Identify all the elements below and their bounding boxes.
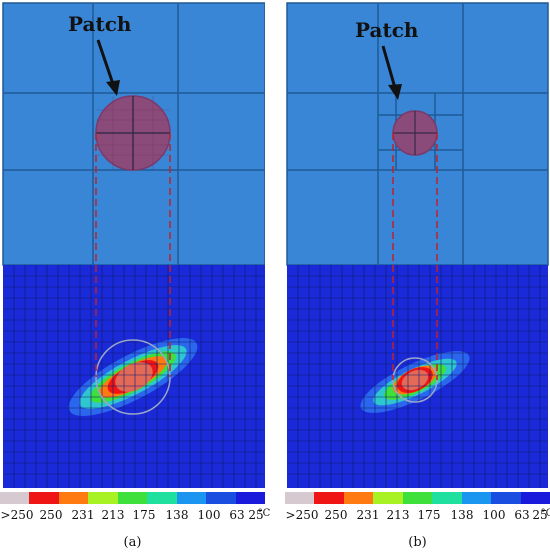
tick-label: 138 <box>165 508 189 522</box>
color-scale <box>0 492 265 504</box>
tick-label: 250 <box>39 508 63 522</box>
tick-label: 100 <box>197 508 221 522</box>
panel-a: Patch >250 250 231 213 175 138 100 63 25… <box>0 0 271 554</box>
tick-label: 138 <box>450 508 474 522</box>
panel-b-figure <box>286 2 549 488</box>
coarse-mesh-lines <box>287 3 548 265</box>
projection-lines <box>95 133 171 377</box>
tick-label: 175 <box>417 508 441 522</box>
tick-unit: °C <box>257 508 271 519</box>
patch-label: Patch <box>355 18 419 42</box>
tick-label: >250 <box>285 508 319 522</box>
fine-mesh <box>3 265 265 488</box>
tick-label: 25 <box>532 508 548 522</box>
tick-unit: °C <box>540 508 550 519</box>
caption: (a) <box>123 535 142 550</box>
fine-mesh <box>287 265 548 488</box>
panel-b: Patch >250 250 231 213 175 138 100 63 25… <box>285 0 550 554</box>
tick-label: 231 <box>71 508 95 522</box>
tick-label: 213 <box>386 508 410 522</box>
tick-label: 63 <box>229 508 245 522</box>
scale-ticks: >250 250 231 213 175 138 100 63 25 °C <box>0 508 271 524</box>
arrow-line <box>96 39 115 85</box>
arrow-line <box>381 45 397 89</box>
arrow-head <box>106 80 120 96</box>
caption: (b) <box>408 535 427 550</box>
tick-label: >250 <box>0 508 34 522</box>
projection-lines <box>392 133 438 380</box>
tick-label: 175 <box>132 508 156 522</box>
scale-ticks: >250 250 231 213 175 138 100 63 25 °C <box>285 508 550 524</box>
tick-label: 63 <box>514 508 530 522</box>
thermal-blob <box>360 351 470 413</box>
tick-label: 231 <box>356 508 380 522</box>
tick-label: 250 <box>324 508 348 522</box>
color-scale <box>285 492 550 504</box>
tick-label: 100 <box>482 508 506 522</box>
tick-label: 213 <box>101 508 125 522</box>
patch-label: Patch <box>68 12 132 36</box>
tick-label: 25 <box>248 508 264 522</box>
arrow-head <box>388 84 402 100</box>
panel-a-figure <box>2 2 265 488</box>
